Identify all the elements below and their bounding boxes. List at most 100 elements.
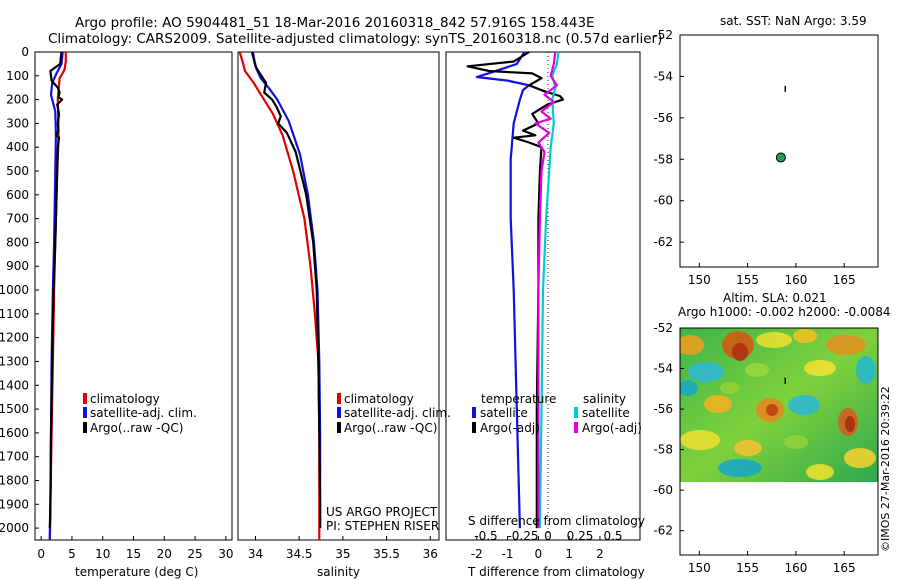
- sla-anomaly-blob: [718, 459, 762, 477]
- difference-axes-frame: [445, 51, 641, 541]
- x-tick-label: 25: [187, 547, 202, 561]
- lon-tick-label: 165: [833, 273, 856, 287]
- sst-lon-tick-labels: 150 155 160 165: [688, 263, 856, 287]
- series-line-temperature-argo-adj-: [466, 51, 565, 529]
- legend-s-argo-swatch: [574, 422, 578, 433]
- lat-tick-label: -62: [653, 524, 673, 538]
- depth-tick-label: 1100: [0, 307, 29, 321]
- temperature-axis-label: temperature (deg C): [75, 565, 198, 579]
- series-line-salinity-argo-adj-: [534, 51, 559, 529]
- sla-anomaly-blob: [720, 382, 740, 394]
- sla-map-frame: [679, 327, 879, 556]
- series-line-salinity-satellite: [538, 51, 560, 529]
- temperature-panel: 0100200300400500600700800900100011001200…: [0, 45, 233, 579]
- x-tick-label: 35: [335, 547, 350, 561]
- legend-t-satellite-swatch: [472, 407, 476, 418]
- lon-tick-label: 165: [833, 561, 856, 575]
- legend-argo-label: Argo(..raw -QC): [90, 421, 183, 435]
- depth-tick-label: 1300: [0, 354, 29, 368]
- sst-map-marks: [775, 85, 787, 163]
- depth-tick-label: 800: [6, 235, 29, 249]
- legend-climatology-label: climatology: [344, 392, 414, 406]
- sla-anomaly-blob: [704, 395, 732, 413]
- lat-tick-label: -56: [653, 111, 673, 125]
- project-annotation: US ARGO PROJECT: [326, 505, 438, 519]
- t-difference-tick-labels: -2 -1 0 1 2: [471, 536, 604, 561]
- difference-legend: temperature salinity satellite Argo(-adj…: [472, 392, 642, 435]
- legend-argo-swatch: [83, 422, 87, 433]
- lat-tick-label: -52: [653, 321, 673, 335]
- sla-lat-tick-labels: -52 -54 -56 -58 -60 -62: [653, 321, 684, 538]
- temperature-series: [48, 51, 67, 541]
- lat-tick-label: -56: [653, 402, 673, 416]
- sla-anomaly-blob: [804, 360, 836, 376]
- depth-tick-label: 1200: [0, 331, 29, 345]
- lat-tick-label: -62: [653, 235, 673, 249]
- legend-satellite-label: satellite-adj. clim.: [90, 406, 197, 420]
- depth-tick-label: 500: [6, 164, 29, 178]
- x-tick-label: 35.5: [373, 547, 400, 561]
- sla-anomaly-blob: [784, 435, 808, 449]
- sla-anomaly-blob: [806, 464, 834, 480]
- sst-map-title: sat. SST: NaN Argo: 3.59: [720, 14, 867, 28]
- x-tick-label: 15: [126, 547, 141, 561]
- depth-tick-label: 1800: [0, 473, 29, 487]
- legend-argo-swatch: [337, 422, 341, 433]
- series-line-argo-raw-qc-: [48, 51, 64, 529]
- sla-anomaly-blob: [732, 343, 748, 361]
- sla-anomaly-blob: [745, 363, 769, 377]
- pi-annotation: PI: STEPHEN RISER: [326, 519, 439, 533]
- s-tick-label: 0.5: [603, 529, 622, 543]
- credit-stamp: ©IMOS 27-Mar-2016 20:39:22: [879, 386, 892, 552]
- s-difference-axis-label: S difference from climatology: [468, 514, 645, 528]
- x-tick-label: 0: [37, 547, 45, 561]
- legend-argo-label: Argo(..raw -QC): [344, 421, 437, 435]
- sst-lat-tick-labels: -52 -54 -56 -58 -60 -62: [653, 28, 684, 249]
- legend-climatology-label: climatology: [90, 392, 160, 406]
- legend-header-salinity: salinity: [583, 392, 626, 406]
- sla-anomaly-blob: [856, 356, 876, 384]
- x-tick-label: 2: [596, 547, 604, 561]
- x-tick-label: 34.5: [286, 547, 313, 561]
- header-line-1: Argo profile: AO 5904481_51 18-Mar-2016 …: [75, 15, 595, 31]
- depth-tick-label: 100: [6, 69, 29, 83]
- depth-tick-label: 1600: [0, 426, 29, 440]
- x-tick-label: 34: [248, 547, 263, 561]
- temperature-legend: climatology satellite-adj. clim. Argo(..…: [83, 392, 197, 435]
- depth-tick-label: 200: [6, 93, 29, 107]
- sla-anomaly-blob: [766, 404, 778, 416]
- x-tick-label: 0: [535, 547, 543, 561]
- legend-s-argo-label: Argo(-adj): [582, 421, 642, 435]
- legend-s-satellite-label: satellite: [582, 406, 630, 420]
- sla-anomaly-blob: [793, 329, 817, 343]
- x-tick-label: 36: [423, 547, 438, 561]
- sst-map-frame: [679, 34, 879, 268]
- series-line-satellite-adj-clim-: [251, 51, 322, 529]
- sla-anomaly-blob: [826, 335, 866, 355]
- lon-tick-label: 160: [784, 561, 807, 575]
- lat-tick-label: -58: [653, 443, 673, 457]
- salinity-series: [238, 51, 322, 540]
- lon-tick-label: 160: [784, 273, 807, 287]
- legend-satellite-swatch: [337, 407, 341, 418]
- lon-tick-label: 155: [736, 561, 759, 575]
- depth-tick-label: 2000: [0, 521, 29, 535]
- temperature-tick-labels: 0 5 10 15 20 25 30: [37, 536, 233, 561]
- sla-map-panel: Altim. SLA: 0.021 Argo h1000: -0.002 h20…: [653, 291, 890, 575]
- sla-anomaly-blob: [680, 380, 698, 396]
- sla-lon-tick-labels: 150 155 160 165: [688, 551, 856, 575]
- argo-position-marker: [775, 152, 786, 163]
- depth-tick-label: 400: [6, 140, 29, 154]
- depth-tick-label: 300: [6, 116, 29, 130]
- lon-tick-label: 150: [688, 561, 711, 575]
- legend-climatology-swatch: [83, 393, 87, 404]
- salinity-axis-label: salinity: [317, 565, 360, 579]
- difference-panel: -2 -1 0 1 2 -0.5 -0.25 0 0.25 0.5 S difference f…: [445, 51, 645, 579]
- legend-climatology-swatch: [337, 393, 341, 404]
- x-tick-label: 5: [68, 547, 76, 561]
- lat-tick-label: -52: [653, 28, 673, 42]
- legend-header-temperature: temperature: [481, 392, 556, 406]
- sla-anomaly-blob: [688, 362, 724, 382]
- lat-tick-label: -58: [653, 152, 673, 166]
